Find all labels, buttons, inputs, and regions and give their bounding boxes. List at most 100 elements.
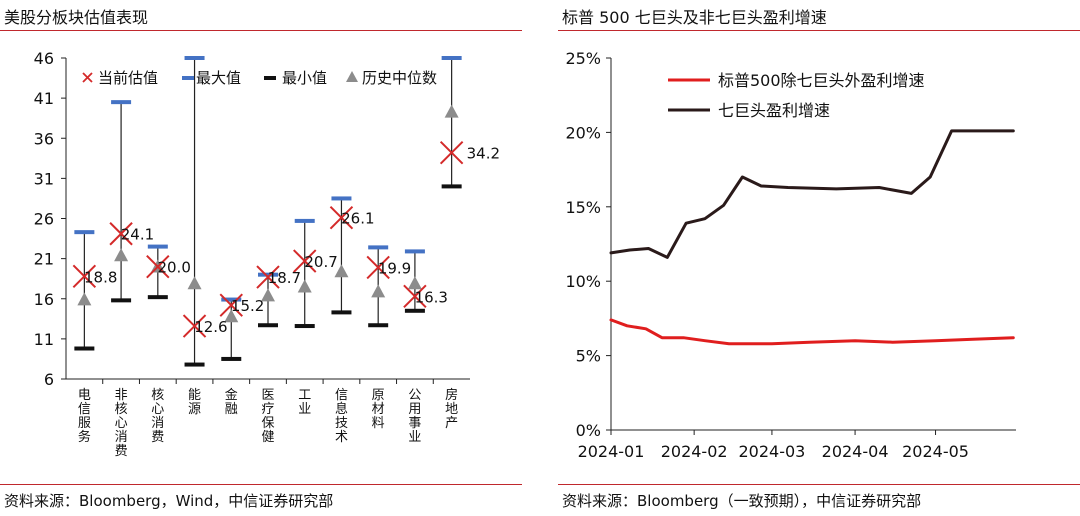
x-category-label: 能源: [188, 388, 201, 417]
min-marker: [331, 310, 352, 315]
min-marker: [221, 356, 242, 361]
x-category-label: 非核心消费: [115, 388, 128, 459]
current-marker: [72, 264, 97, 288]
x-tick-label: 2024-05: [902, 442, 969, 461]
median-marker: [187, 276, 202, 290]
y-tick-label: 46: [34, 49, 54, 68]
x-category-label: 信息技术: [335, 388, 348, 445]
max-marker: [258, 272, 278, 277]
data-label: 12.6: [194, 318, 227, 336]
legend-median-label: 历史中位数: [362, 69, 437, 87]
x-tick-label: 2024-03: [738, 442, 805, 461]
y-tick-label: 36: [34, 129, 54, 148]
min-marker: [184, 362, 205, 367]
legend-label: 标普500除七巨头外盈利增速: [718, 71, 925, 90]
data-label: 18.8: [84, 268, 117, 286]
legend-current-marker: [82, 72, 93, 83]
earnings-growth-line-chart: 0% 5% 10% 15% 20% 25% 2024-01 2024-02 2024-03 202…: [565, 49, 1016, 461]
x-category-label: 核心消费: [151, 388, 164, 445]
right-chart-title: 标普 500 七巨头及非七巨头盈利增速: [562, 8, 827, 27]
y-tick-label: 41: [34, 89, 54, 108]
y-tick-label: 31: [34, 169, 54, 188]
data-label: 34.2: [467, 145, 500, 163]
min-marker: [74, 346, 95, 351]
max-marker: [368, 245, 389, 250]
current-marker: [293, 249, 317, 273]
left-panel: 美股分板块估值表现 6 11 16 21 26 31 36 41 46 电信服务 非核心消费 核心消费…: [0, 0, 522, 516]
median-marker: [114, 248, 129, 262]
current-marker: [182, 314, 207, 338]
right-panel: 标普 500 七巨头及非七巨头盈利增速 0% 5% 10% 15% 20% 25% 2024…: [558, 0, 1080, 516]
source-divider: [0, 484, 522, 485]
median-marker: [444, 104, 459, 118]
current-marker: [403, 284, 427, 309]
min-marker: [441, 184, 462, 189]
y-tick-label: 10%: [565, 272, 601, 291]
data-label: 15.2: [231, 297, 264, 315]
max-marker: [111, 100, 132, 105]
series-line: [609, 129, 1015, 259]
y-tick-label: 20%: [565, 123, 601, 142]
max-marker: [184, 56, 205, 60]
current-marker: [439, 140, 464, 165]
data-label: 24.1: [121, 226, 154, 244]
data-label: 19.9: [378, 259, 411, 277]
median-marker: [407, 276, 422, 290]
legend-max-label: 最大值: [196, 69, 241, 87]
x-tick-label: 2024-04: [822, 442, 889, 461]
legend-max-marker: [182, 76, 194, 80]
x-tick-label: 2024-01: [578, 442, 645, 461]
y-tick-label: 5%: [576, 347, 601, 366]
x-category-label: 房地产: [445, 387, 458, 431]
legend-label: 七巨头盈利增速: [718, 101, 830, 120]
data-label: 20.0: [157, 259, 190, 277]
median-marker: [77, 292, 92, 306]
min-marker: [404, 308, 425, 313]
left-source: 资料来源：Bloomberg，Wind，中信证券研究部: [4, 492, 334, 510]
x-category-label: 原材料: [372, 388, 385, 431]
max-marker: [331, 196, 352, 201]
y-tick-label: 11: [34, 330, 54, 349]
current-marker: [109, 222, 133, 246]
data-label: 20.7: [304, 253, 337, 271]
source-divider: [558, 484, 1080, 485]
data-label: 26.1: [341, 210, 374, 228]
title-divider: [558, 30, 1080, 31]
current-marker: [256, 265, 280, 289]
max-marker: [441, 56, 462, 60]
min-marker: [258, 323, 278, 328]
median-marker: [297, 279, 312, 293]
max-marker: [147, 244, 168, 249]
max-marker: [294, 218, 315, 223]
series-line: [609, 318, 1015, 346]
y-tick-label: 25%: [565, 49, 601, 68]
x-category-label: 金融: [225, 387, 238, 417]
median-marker: [334, 264, 349, 278]
min-marker: [111, 298, 132, 303]
x-category-label: 公用事业: [408, 388, 421, 445]
legend-median-marker: [346, 71, 358, 82]
max-marker: [74, 230, 95, 235]
median-marker: [261, 288, 275, 302]
y-tick-label: 15%: [565, 198, 601, 217]
x-tick-label: 2024-02: [661, 442, 728, 461]
max-marker: [221, 297, 242, 302]
min-marker: [368, 323, 389, 328]
right-source: 资料来源：Bloomberg（一致预期），中信证券研究部: [562, 492, 922, 510]
min-marker: [147, 295, 168, 300]
x-category-label: 电信服务: [78, 388, 91, 445]
y-tick-label: 16: [34, 290, 54, 309]
y-tick-label: 6: [44, 370, 54, 389]
x-category-label: 工业: [298, 388, 311, 417]
y-tick-label: 0%: [576, 421, 601, 440]
median-marker: [371, 284, 386, 298]
y-tick-label: 26: [34, 210, 54, 229]
data-label: 16.3: [415, 288, 448, 306]
legend-current-label: 当前估值: [98, 69, 158, 87]
data-label: 18.7: [268, 269, 301, 287]
min-marker: [294, 324, 315, 329]
y-tick-label: 21: [34, 250, 54, 269]
current-marker: [146, 254, 170, 279]
median-marker: [224, 309, 239, 323]
